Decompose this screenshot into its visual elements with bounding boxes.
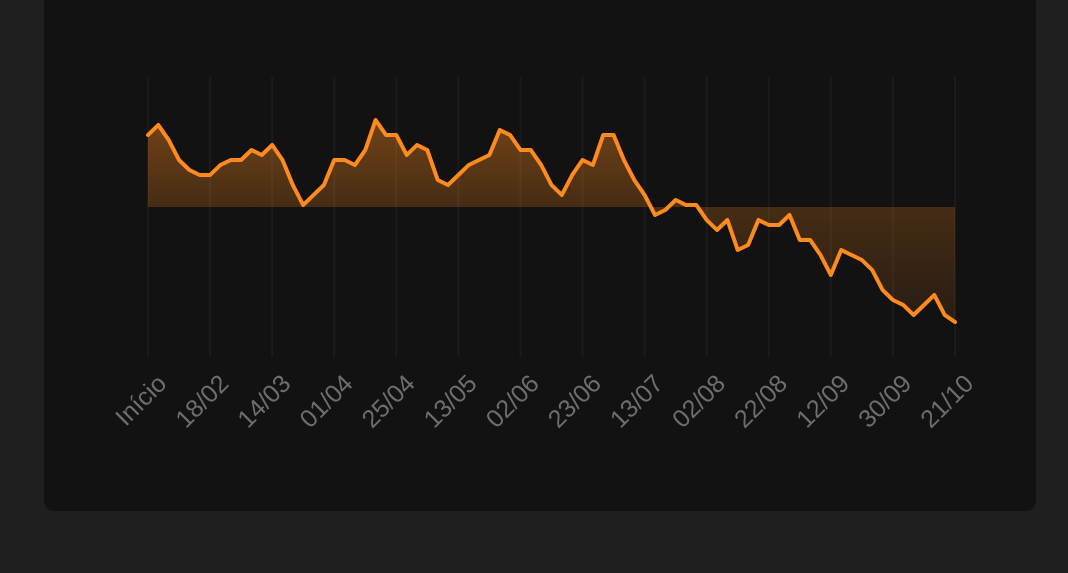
line <box>146 118 957 324</box>
x-tick-label: 14/03 <box>232 369 296 433</box>
x-tick-label: 01/04 <box>294 369 358 433</box>
x-tick-label: 25/04 <box>357 369 421 433</box>
x-tick-label: 30/09 <box>853 369 917 433</box>
x-tick-label: Início <box>110 369 172 431</box>
area <box>148 120 955 322</box>
x-tick-label: 13/07 <box>605 369 669 433</box>
x-tick-label: 18/02 <box>170 369 234 433</box>
x-tick-label: 02/08 <box>667 369 731 433</box>
x-tick-label: 22/08 <box>729 369 793 433</box>
x-tick-label: 02/06 <box>481 369 545 433</box>
x-tick-label: 21/10 <box>915 369 979 433</box>
x-tick-label: 13/05 <box>419 369 483 433</box>
x-tick-label: 12/09 <box>791 369 855 433</box>
x-tick-label: 23/06 <box>543 369 607 433</box>
